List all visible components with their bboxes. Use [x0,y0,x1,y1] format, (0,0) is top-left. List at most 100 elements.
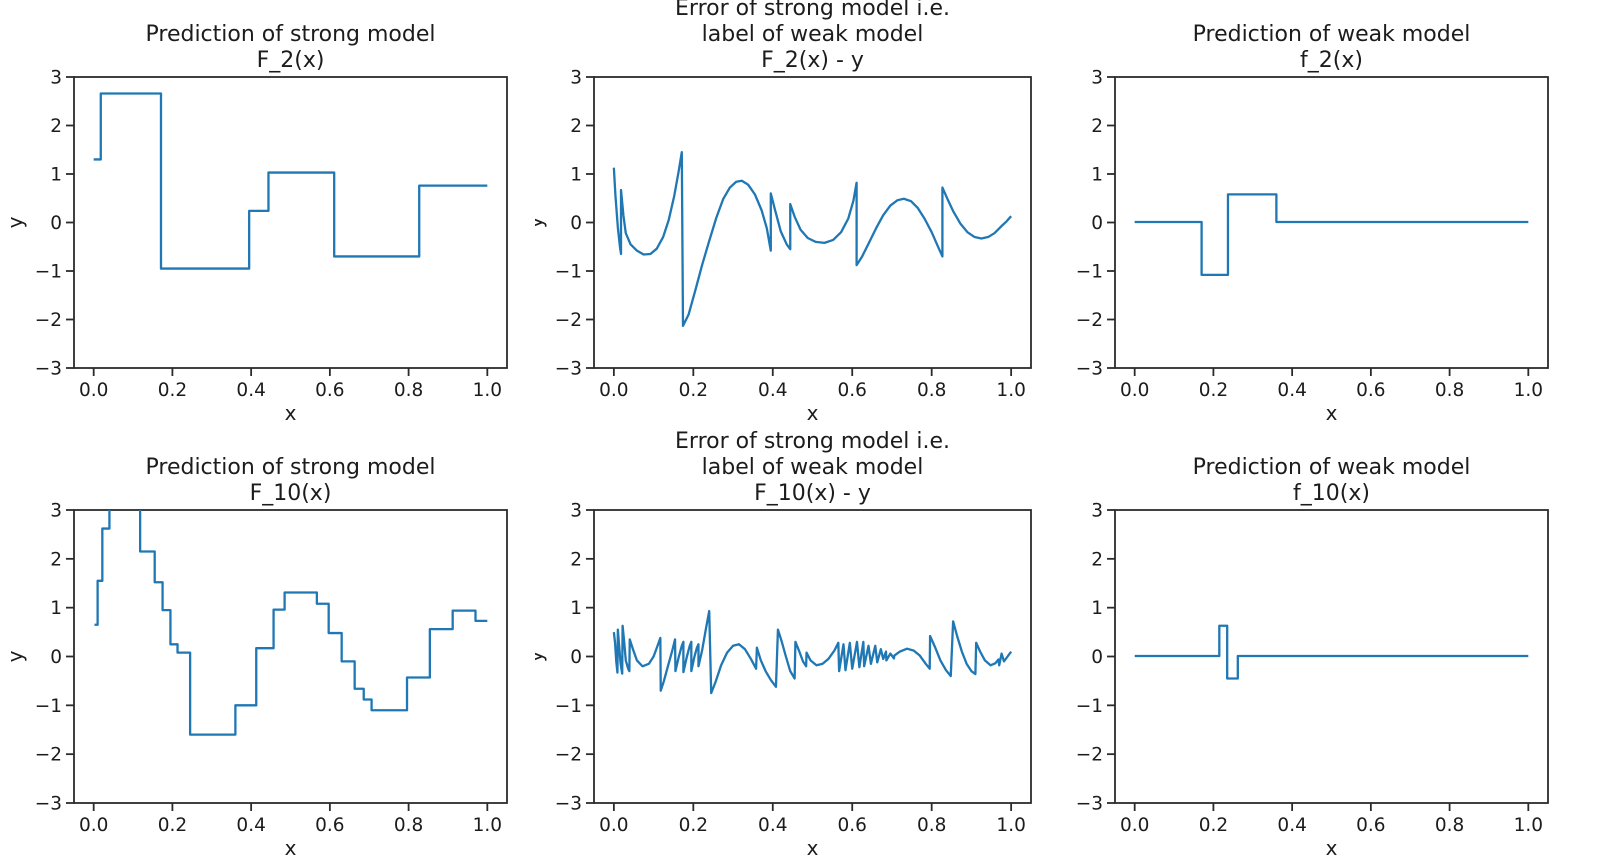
plot-title: Prediction of weak model [1193,455,1471,480]
x-tick-label: 0.4 [236,380,265,401]
y-tick-label: 1 [570,598,582,619]
y-tick-label: 2 [1091,116,1103,137]
x-tick-label: 0.0 [599,815,628,836]
plot-canvas-error-F2: 0.0 0.2 0.4 0.6 0.8 1.0 −3 −2 −1 0 1 2 3 Error of str… [535,0,1032,425]
y-tick-label: −1 [1076,262,1103,283]
x-tick-label: 0.6 [315,380,344,401]
y-tick-label: −1 [35,696,62,717]
x-tick-label: 0.2 [679,380,708,401]
plot-title: F_10(x) [250,481,332,506]
subplot-weak-model-f10: 0.0 0.2 0.4 0.6 0.8 1.0 −3 −2 −1 0 1 2 3 Prediction o… [1070,430,1606,860]
axes-frame [593,76,1032,369]
y-tick-label: 3 [50,501,62,522]
x-tick-label: 1.0 [996,815,1025,836]
y-tick-label: 3 [570,501,582,522]
y-tick-label: −3 [35,794,62,815]
data-line [94,510,488,736]
subplot-strong-model-F10: 0.0 0.2 0.4 0.6 0.8 1.0 −3 −2 −1 0 1 2 3 Prediction o… [0,430,535,860]
x-tick-label: 0.4 [758,815,787,836]
x-tick-label: 0.4 [1277,815,1306,836]
plot-title: F_10(x) - y [754,481,871,506]
y-tick-label: −2 [555,310,582,331]
x-tick-label: 0.8 [394,815,423,836]
plot-title: label of weak model [702,22,924,47]
x-tick-label: 0.4 [758,380,787,401]
x-tick-label: 1.0 [473,815,502,836]
x-tick-label: 0.8 [917,815,946,836]
y-tick-label: −3 [35,359,62,380]
y-tick-label: −1 [1076,696,1103,717]
y-tick-label: 2 [570,549,582,570]
y-tick-label: −1 [555,262,582,283]
subplot-error-F10: 0.0 0.2 0.4 0.6 0.8 1.0 −3 −2 −1 0 1 2 3 Error of str… [535,430,1070,860]
x-tick-label: 0.0 [1120,380,1149,401]
plot-canvas-weak-f10: 0.0 0.2 0.4 0.6 0.8 1.0 −3 −2 −1 0 1 2 3 Prediction o… [1076,455,1549,860]
y-axis-label: y [3,216,27,228]
x-tick-label: 0.2 [158,380,187,401]
x-tick-label: 1.0 [473,380,502,401]
plot-title: F_2(x) - y [761,48,864,73]
y-tick-label: 1 [570,165,582,186]
y-tick-label: −3 [555,359,582,380]
x-axis-label: x [807,401,819,425]
y-tick-label: 1 [50,598,62,619]
y-tick-label: −2 [35,745,62,766]
x-tick-label: 0.8 [1435,380,1464,401]
x-tick-label: 0.8 [1435,815,1464,836]
x-tick-label: 0.6 [315,815,344,836]
y-tick-label: −2 [35,310,62,331]
y-tick-label: 2 [570,116,582,137]
subplot-weak-model-f2: 0.0 0.2 0.4 0.6 0.8 1.0 −3 −2 −1 0 1 2 3 Prediction o… [1070,0,1606,430]
x-tick-label: 0.0 [599,380,628,401]
x-axis-label: x [807,836,819,860]
x-tick-label: 1.0 [996,380,1025,401]
y-tick-label: −3 [555,794,582,815]
y-tick-label: −3 [1076,794,1103,815]
x-tick-label: 0.2 [158,815,187,836]
y-tick-label: −1 [35,262,62,283]
x-tick-label: 0.4 [1277,380,1306,401]
y-tick-label: 0 [570,647,582,668]
x-tick-label: 0.6 [838,380,867,401]
plot-title: Error of strong model i.e. [675,0,950,21]
x-axis-label: x [285,401,297,425]
axes-frame [73,509,508,804]
plot-title: label of weak model [702,455,924,480]
y-tick-label: 3 [1091,68,1103,89]
plot-canvas-strong-F10: 0.0 0.2 0.4 0.6 0.8 1.0 −3 −2 −1 0 1 2 3 Prediction o… [3,455,508,860]
x-tick-label: 0.2 [1199,380,1228,401]
plot-canvas-strong-F2: 0.0 0.2 0.4 0.6 0.8 1.0 −3 −2 −1 0 1 2 3 Prediction o… [3,22,508,425]
x-axis-label: x [1326,836,1338,860]
y-tick-label: 0 [570,213,582,234]
y-tick-label: 0 [50,647,62,668]
y-tick-label: 1 [1091,598,1103,619]
x-tick-label: 0.6 [1356,815,1385,836]
plot-title: Prediction of strong model [146,455,436,480]
y-tick-label: 3 [570,68,582,89]
y-tick-label: −2 [1076,745,1103,766]
y-tick-label: 3 [1091,501,1103,522]
x-tick-label: 0.6 [1356,380,1385,401]
y-axis-label: y [3,650,27,662]
plot-title: f_10(x) [1293,481,1370,506]
y-tick-label: −2 [1076,310,1103,331]
y-tick-label: 2 [50,116,62,137]
x-tick-label: 0.8 [394,380,423,401]
y-tick-label: 0 [1091,213,1103,234]
x-tick-label: 1.0 [1514,380,1543,401]
y-tick-label: 2 [1091,549,1103,570]
plot-canvas-error-F10: 0.0 0.2 0.4 0.6 0.8 1.0 −3 −2 −1 0 1 2 3 Error of str… [535,430,1032,860]
plot-title: Prediction of weak model [1193,22,1471,47]
x-tick-label: 0.2 [679,815,708,836]
y-tick-label: 0 [50,213,62,234]
plot-title: Prediction of strong model [146,22,436,47]
x-tick-label: 1.0 [1514,815,1543,836]
y-tick-label: 1 [1091,165,1103,186]
y-tick-label: −3 [1076,359,1103,380]
y-tick-label: 2 [50,549,62,570]
y-tick-label: 1 [50,165,62,186]
x-tick-label: 0.6 [838,815,867,836]
x-axis-label: x [1326,401,1338,425]
y-tick-label: −2 [555,745,582,766]
